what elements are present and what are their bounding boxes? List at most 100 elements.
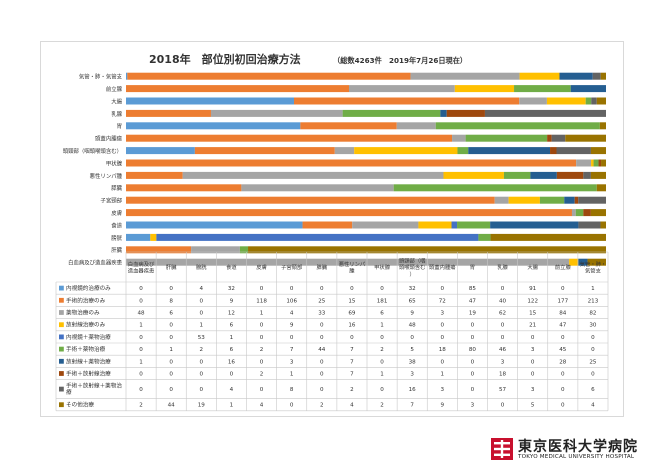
bar-segment <box>478 233 491 241</box>
table-cell: 181 <box>377 298 388 304</box>
bar-segment <box>583 209 591 217</box>
table-cell: 16 <box>228 359 236 365</box>
bar-segment <box>126 196 495 204</box>
table-column-header: 膵臓 <box>317 263 328 271</box>
legend-swatch <box>59 334 64 340</box>
table-cell: 0 <box>561 286 565 292</box>
table-cell: 0 <box>441 286 445 292</box>
table-cell: 0 <box>200 372 204 378</box>
hospital-emblem-icon <box>491 438 513 460</box>
table-cell: 3 <box>501 359 505 365</box>
legend-swatch <box>59 386 64 392</box>
hospital-name: 東京医科大学病院 <box>518 439 638 455</box>
table-cell: 7 <box>350 347 354 353</box>
bar-segment <box>530 171 557 179</box>
legend-series-name: 薬物治療のみ <box>66 309 100 317</box>
category-label: 膵臓 <box>111 184 122 192</box>
table-column-header: 頭頸部（咽頭喉頭含む） <box>399 257 426 278</box>
table-cell: 0 <box>139 347 143 353</box>
table-cell: 1 <box>200 323 204 329</box>
table-column-header: 大腸 <box>527 263 538 271</box>
table-column-header: 白血病及び造血器疾患 <box>128 260 155 275</box>
table-cell: 9 <box>290 323 294 329</box>
table-cell: 19 <box>198 403 206 409</box>
table-cell: 0 <box>561 335 565 341</box>
table-cell: 5 <box>410 347 414 353</box>
bar-segment <box>126 85 349 93</box>
table-cell: 1 <box>260 311 264 317</box>
bar-segment <box>126 147 195 155</box>
legend-swatch <box>59 322 64 328</box>
bar-segment <box>587 258 606 266</box>
table-cell: 28 <box>559 359 567 365</box>
table-cell: 44 <box>318 347 326 353</box>
table-cell: 0 <box>260 323 264 329</box>
table-cell: 0 <box>501 286 505 292</box>
bar-segment <box>435 122 600 130</box>
table-cell: 9 <box>410 311 414 317</box>
bar-segment <box>126 246 192 254</box>
bar-segment <box>576 159 592 167</box>
bar-segment <box>490 221 579 229</box>
bar-segment <box>564 196 575 204</box>
table-cell: 45 <box>559 347 567 353</box>
table-cell: 32 <box>409 286 416 292</box>
bar-segment <box>451 221 458 229</box>
table-cell: 7 <box>350 372 354 378</box>
table-cell: 0 <box>200 311 204 317</box>
legend-series-name: 手術＋放射線治療 <box>66 370 111 378</box>
table-cell: 32 <box>228 286 235 292</box>
category-label: 白血病及び造血器疾患 <box>68 259 123 267</box>
legend-series-name: 放射線治療のみ <box>66 321 106 329</box>
bar-segment <box>547 134 552 142</box>
table-cell: 0 <box>260 359 264 365</box>
bar-segment <box>126 72 128 80</box>
bar-segment <box>126 233 151 241</box>
table-cell: 0 <box>380 335 384 341</box>
legend-swatch <box>59 285 64 291</box>
table-cell: 8 <box>169 298 173 304</box>
table-cell: 15 <box>348 298 356 304</box>
table-cell: 0 <box>380 286 384 292</box>
bar-segment <box>241 184 394 192</box>
bar-segment <box>443 171 504 179</box>
table-cell: 4 <box>591 403 595 409</box>
table-cell: 4 <box>200 286 204 292</box>
table-cell: 118 <box>256 298 267 304</box>
table-cell: 0 <box>471 372 475 378</box>
table-cell: 72 <box>439 298 446 304</box>
table-cell: 21 <box>529 323 537 329</box>
legend-swatch <box>59 346 64 352</box>
table-cell: 0 <box>139 335 143 341</box>
table-cell: 0 <box>260 335 264 341</box>
table-cell: 16 <box>409 387 417 393</box>
table-cell: 7 <box>410 403 414 409</box>
table-cell: 3 <box>531 347 535 353</box>
table-column-header: 気管・肺・気管支 <box>580 260 607 275</box>
table-cell: 19 <box>469 311 477 317</box>
table-cell: 1 <box>230 403 234 409</box>
table-cell: 0 <box>380 359 384 365</box>
table-cell: 2 <box>380 347 384 353</box>
bar-segment <box>248 246 606 254</box>
table-cell: 0 <box>169 335 173 341</box>
table-cell: 0 <box>350 335 354 341</box>
table-cell: 0 <box>290 403 294 409</box>
table-cell: 0 <box>139 372 143 378</box>
table-cell: 9 <box>441 403 445 409</box>
table-cell: 18 <box>499 372 507 378</box>
bar-segment <box>126 109 211 117</box>
bar-segment <box>484 109 606 117</box>
table-cell: 0 <box>290 286 294 292</box>
bar-segment <box>300 122 397 130</box>
bar-segment <box>598 159 602 167</box>
bar-segment <box>551 134 566 142</box>
category-label: 頭頸部（咽頭喉頭含む） <box>63 147 122 155</box>
table-cell: 0 <box>410 335 414 341</box>
table-cell: 53 <box>198 335 206 341</box>
bar-segment <box>550 147 557 155</box>
bar-segment <box>457 221 491 229</box>
bar-segment <box>590 147 606 155</box>
bar-segment <box>556 171 584 179</box>
